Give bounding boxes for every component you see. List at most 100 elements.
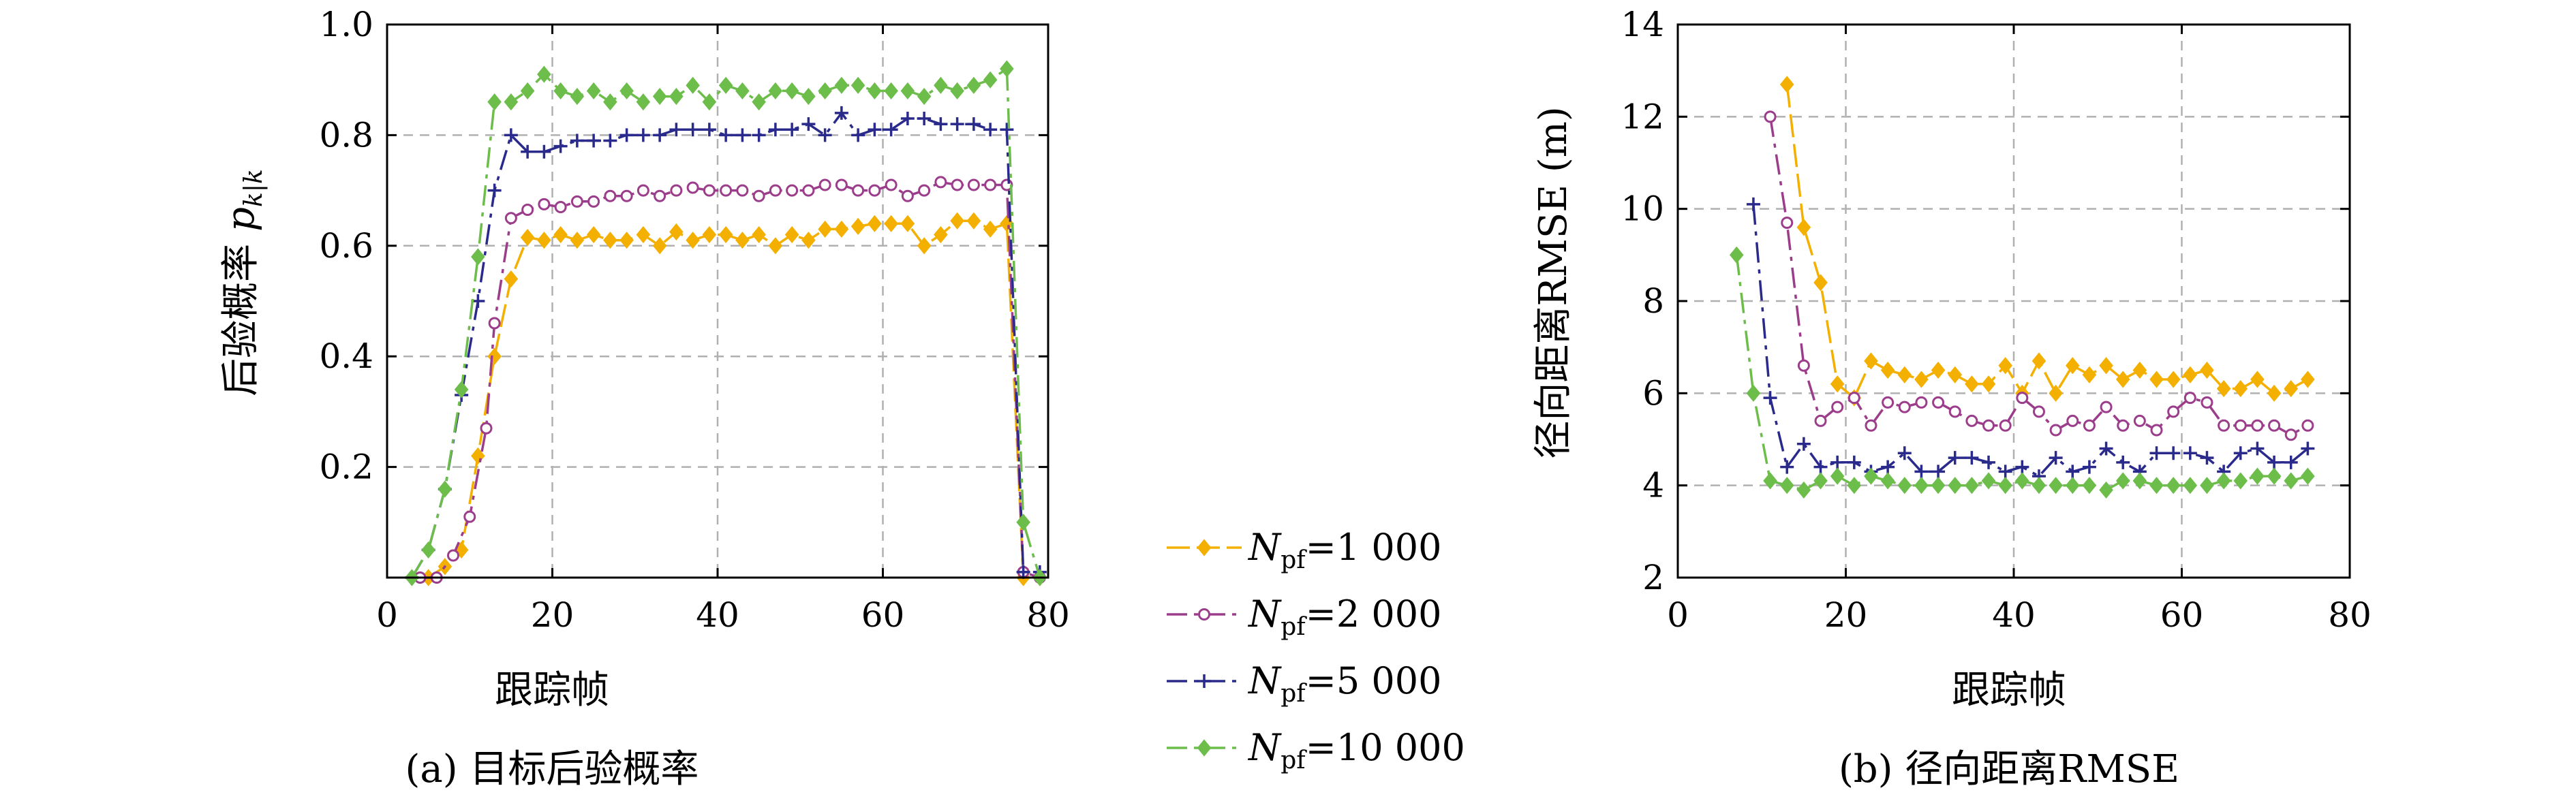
data-point bbox=[1016, 514, 1030, 531]
data-point bbox=[669, 123, 684, 137]
series-s2000 bbox=[1764, 110, 2314, 441]
data-point bbox=[654, 189, 666, 202]
data-point bbox=[2149, 371, 2164, 388]
legend-marker bbox=[1197, 739, 1212, 757]
data-point bbox=[984, 178, 997, 191]
data-point bbox=[1998, 357, 2012, 375]
data-point bbox=[1830, 455, 1845, 469]
data-point bbox=[1965, 375, 1979, 393]
data-point bbox=[966, 117, 981, 131]
data-point bbox=[1864, 467, 1878, 485]
data-point bbox=[702, 93, 717, 111]
data-point bbox=[570, 134, 584, 148]
series-line bbox=[1735, 255, 2308, 492]
series-group bbox=[1729, 76, 2315, 499]
data-point bbox=[686, 181, 699, 194]
series-line bbox=[420, 180, 1041, 579]
data-point bbox=[1847, 455, 1861, 469]
data-point bbox=[521, 144, 535, 159]
data-point bbox=[2301, 371, 2315, 388]
series-s5000 bbox=[1746, 197, 2315, 484]
data-point bbox=[2049, 477, 2063, 494]
x-tick-label: 20 bbox=[531, 595, 574, 635]
data-point bbox=[2284, 379, 2299, 398]
data-point bbox=[950, 212, 964, 230]
data-point bbox=[488, 317, 501, 330]
legend-symbol: N bbox=[1247, 526, 1282, 569]
x-axis-title: 跟踪帧 bbox=[1952, 668, 2066, 712]
panel-posterior-probability: 0 20 40 60 80 0.2 0.4 0.6 0.8 1.0 跟踪帧 后验概率 pk|k (… bbox=[219, 5, 1070, 791]
data-point bbox=[570, 195, 583, 208]
y-tick-label: 0.8 bbox=[319, 115, 373, 155]
data-point bbox=[586, 82, 601, 100]
y-tick-label: 8 bbox=[1642, 281, 1664, 321]
data-point bbox=[1763, 472, 1777, 490]
data-point bbox=[2250, 441, 2265, 456]
data-point bbox=[934, 76, 948, 94]
data-point bbox=[784, 225, 799, 244]
data-point bbox=[2099, 441, 2113, 456]
data-point bbox=[835, 178, 848, 191]
data-point bbox=[2216, 472, 2231, 490]
data-point bbox=[2183, 366, 2198, 383]
legend-symbol: N bbox=[1247, 593, 1282, 635]
data-point bbox=[537, 65, 551, 83]
data-point bbox=[1897, 477, 1912, 494]
data-point bbox=[2301, 467, 2315, 485]
data-point bbox=[702, 225, 717, 244]
y-tick-label: 4 bbox=[1642, 466, 1664, 505]
series-line bbox=[410, 66, 1041, 578]
data-point bbox=[768, 123, 782, 137]
data-point bbox=[1813, 274, 1828, 292]
data-point bbox=[818, 178, 831, 191]
data-point bbox=[1847, 392, 1860, 405]
data-point bbox=[884, 215, 898, 232]
data-point bbox=[801, 87, 816, 106]
data-point bbox=[1796, 219, 1811, 236]
data-point bbox=[786, 184, 799, 197]
series-s5000 bbox=[405, 106, 1047, 584]
data-point bbox=[900, 82, 915, 100]
data-point bbox=[1779, 76, 1794, 93]
data-point bbox=[2216, 379, 2231, 398]
data-point bbox=[834, 76, 849, 94]
data-point bbox=[967, 178, 980, 191]
data-point bbox=[2200, 477, 2214, 494]
data-point bbox=[1847, 477, 1862, 494]
data-point bbox=[1965, 477, 1979, 494]
x-tick-labels: 0 20 40 60 80 bbox=[1667, 25, 2372, 635]
x-tick-label: 40 bbox=[1992, 595, 2036, 635]
data-point bbox=[1897, 446, 1912, 460]
data-point bbox=[1729, 246, 1744, 264]
data-point bbox=[801, 232, 816, 249]
data-point bbox=[2166, 477, 2181, 494]
x-tick-label: 0 bbox=[1667, 595, 1689, 635]
data-point bbox=[2166, 371, 2181, 388]
y-tick-label: 6 bbox=[1642, 373, 1664, 413]
data-point bbox=[1764, 110, 1777, 123]
x-tick-label: 60 bbox=[861, 595, 905, 635]
data-point bbox=[768, 82, 783, 100]
data-point bbox=[1831, 400, 1844, 413]
data-point bbox=[1897, 366, 1912, 383]
data-point bbox=[1914, 465, 1929, 479]
x-tick-label: 80 bbox=[1026, 595, 1070, 635]
data-point bbox=[2132, 361, 2147, 379]
y-tick-label: 1.0 bbox=[319, 5, 373, 44]
data-point bbox=[1915, 396, 1928, 409]
data-point bbox=[603, 93, 617, 111]
y-tick-label: 12 bbox=[1621, 97, 1664, 136]
data-point bbox=[2167, 405, 2180, 418]
data-point bbox=[2149, 477, 2164, 494]
series-s1000 bbox=[421, 212, 1047, 586]
data-point bbox=[918, 184, 931, 197]
data-point bbox=[818, 220, 832, 238]
data-point bbox=[884, 123, 898, 137]
data-point bbox=[2201, 396, 2213, 409]
data-point bbox=[983, 220, 998, 238]
data-point bbox=[752, 128, 766, 142]
data-point bbox=[2250, 371, 2265, 388]
data-point bbox=[2200, 451, 2214, 465]
data-point bbox=[669, 87, 684, 106]
data-point bbox=[1865, 419, 1877, 432]
